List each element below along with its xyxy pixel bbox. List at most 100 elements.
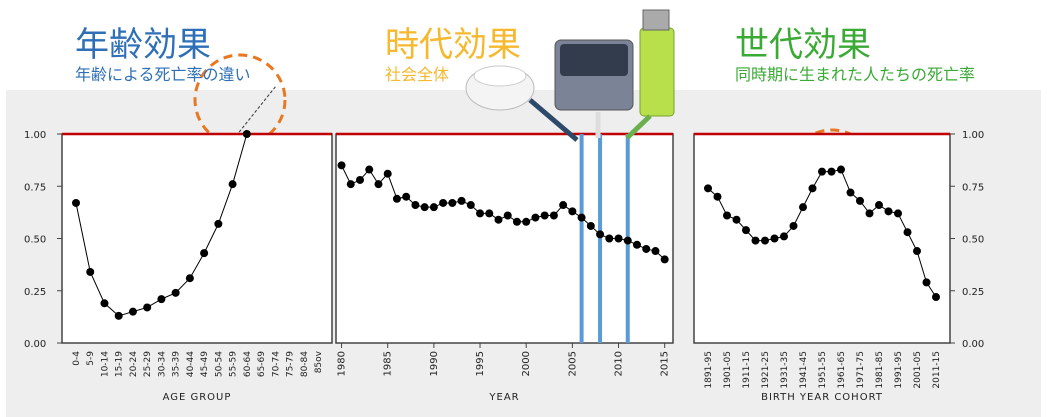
data-point <box>242 130 251 138</box>
data-point <box>865 209 874 218</box>
x-tick-label: 1951-55 <box>818 351 828 389</box>
data-point <box>512 217 521 226</box>
data-point <box>476 209 485 218</box>
lighter-head <box>642 9 670 31</box>
highlight-circle <box>193 53 287 147</box>
data-point <box>365 165 374 174</box>
x-tick-label: 1921-25 <box>761 351 771 389</box>
data-point <box>884 207 893 216</box>
x-tick-label: 1941-45 <box>799 351 809 389</box>
data-point <box>356 175 365 184</box>
data-point <box>86 267 95 276</box>
data-point <box>837 165 845 174</box>
x-tick-label: 40-44 <box>186 351 196 377</box>
data-point <box>457 196 466 205</box>
data-point <box>903 228 912 237</box>
data-point <box>200 249 209 258</box>
data-point <box>157 295 166 304</box>
panel-title: 時代効果 <box>385 25 521 65</box>
y-tick-label: 1.00 <box>24 130 46 141</box>
x-tick-label: 50-54 <box>214 351 224 377</box>
data-point <box>605 234 614 243</box>
plot-area <box>61 133 333 344</box>
panel-title: 世代効果 <box>735 25 871 65</box>
data-point <box>374 180 383 189</box>
illustrations <box>465 9 675 142</box>
x-tick-label: 1980 <box>337 351 348 376</box>
x-tick-label: 2001-05 <box>913 351 923 389</box>
data-point <box>485 209 494 218</box>
y-tick-label: 0.00 <box>24 339 46 350</box>
data-point <box>549 211 558 220</box>
data-point <box>346 180 355 189</box>
data-point <box>72 198 80 207</box>
x-tick-label: 10-14 <box>100 351 110 377</box>
x-tick-label: 1981-85 <box>875 351 885 389</box>
panel-subtitle: 同時期に生まれた人たちの死亡率 <box>735 65 975 84</box>
data-point <box>660 255 669 264</box>
data-point <box>922 278 931 287</box>
data-point <box>586 221 595 230</box>
data-point <box>614 234 623 243</box>
data-point <box>596 230 605 239</box>
x-tick-label: 2000 <box>521 351 532 376</box>
data-point <box>448 198 457 207</box>
arrow <box>528 98 579 142</box>
data-point <box>503 211 512 220</box>
x-tick-label: 2010 <box>614 351 625 376</box>
data-point <box>875 201 883 210</box>
data-point <box>100 299 109 308</box>
y-tick-label: 1.00 <box>962 130 984 141</box>
x-tick-label: 1991-95 <box>894 351 904 389</box>
data-point <box>411 201 420 210</box>
x-tick-label: 55-59 <box>229 351 239 377</box>
data-point <box>383 169 392 178</box>
x-tick-label: 75-79 <box>286 351 296 377</box>
lighter <box>639 27 675 117</box>
x-axis-title: AGE GROUP <box>163 392 232 403</box>
data-point <box>439 198 448 207</box>
data-point <box>761 236 769 245</box>
x-tick-label: 1995 <box>475 351 486 376</box>
x-tick-label: 2011-15 <box>932 351 942 389</box>
panel-subtitle: 年齢による死亡率の違い <box>75 65 251 84</box>
x-axis-title: YEAR <box>488 392 519 403</box>
data-point <box>713 192 722 201</box>
data-point <box>214 219 223 228</box>
data-point <box>577 213 586 222</box>
data-point <box>559 201 568 210</box>
data-point <box>827 167 836 176</box>
x-tick-label: 35-39 <box>172 351 182 377</box>
data-point <box>402 192 411 201</box>
y-tick-label: 0.50 <box>24 235 46 246</box>
data-point <box>623 236 632 245</box>
data-point <box>171 288 180 297</box>
x-tick-label: 1990 <box>429 351 440 376</box>
x-tick-label: 1891-95 <box>704 351 714 389</box>
pointer-line <box>235 85 277 137</box>
data-point <box>642 244 651 253</box>
data-point <box>723 211 731 220</box>
x-tick-label: 45-49 <box>200 351 210 377</box>
data-point <box>789 221 798 230</box>
data-point <box>494 215 503 224</box>
data-point <box>780 232 788 241</box>
data-point <box>894 209 902 218</box>
x-tick-label: 70-74 <box>271 351 281 377</box>
x-tick-label: 1901-05 <box>723 351 733 389</box>
y-tick-label: 0.75 <box>962 182 984 193</box>
data-point <box>466 201 475 210</box>
data-point <box>522 217 531 226</box>
data-point <box>185 274 194 283</box>
data-point <box>540 211 549 220</box>
x-tick-label: 20-24 <box>129 351 139 377</box>
x-tick-label: 1971-75 <box>856 351 866 389</box>
x-tick-label: 1961-65 <box>837 351 847 389</box>
data-point <box>799 203 807 212</box>
x-tick-label: 15-19 <box>115 351 125 377</box>
x-tick-label: 1911-15 <box>742 351 752 389</box>
x-tick-label: 0-4 <box>72 351 82 366</box>
data-point <box>632 240 641 249</box>
x-tick-label: 60-64 <box>243 351 253 377</box>
data-point <box>770 234 779 243</box>
